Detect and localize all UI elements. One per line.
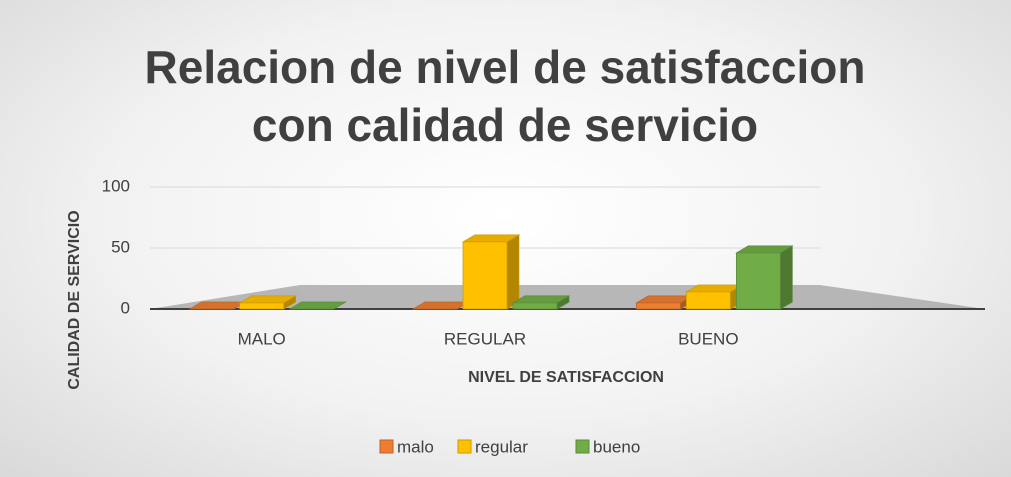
bar-side: [506, 234, 520, 310]
bar: [288, 301, 347, 310]
bar-front: [735, 252, 781, 310]
x-tick-label: REGULAR: [444, 329, 526, 348]
bar: [635, 295, 694, 310]
y-tick-label: 0: [121, 298, 130, 317]
x-tick-label: MALO: [238, 329, 286, 348]
bar-front: [685, 291, 731, 310]
bar-front: [462, 241, 508, 310]
bar-front: [239, 302, 285, 310]
bar-front: [635, 302, 681, 310]
y-axis-title: CALIDAD DE SERVICIO: [66, 210, 83, 389]
bar: [461, 234, 521, 310]
chart-title: Relacion de nivel de satisfaccion con ca…: [144, 41, 866, 151]
legend-label: malo: [397, 437, 434, 456]
bar-side: [779, 245, 793, 310]
bar: [511, 295, 571, 310]
legend-swatch: [575, 439, 590, 454]
bar: [685, 284, 744, 310]
legend-swatch: [457, 439, 472, 454]
bar-front: [512, 302, 558, 310]
legend-label: regular: [475, 437, 528, 456]
legend-swatch: [379, 439, 394, 454]
bar: [735, 245, 794, 310]
x-axis-title: NIVEL DE SATISFACCION: [468, 369, 664, 386]
y-tick-label: 50: [111, 237, 130, 256]
bar: [238, 295, 297, 310]
x-tick-label: BUENO: [678, 329, 738, 348]
legend-label: bueno: [593, 437, 640, 456]
y-tick-label: 100: [102, 176, 130, 195]
